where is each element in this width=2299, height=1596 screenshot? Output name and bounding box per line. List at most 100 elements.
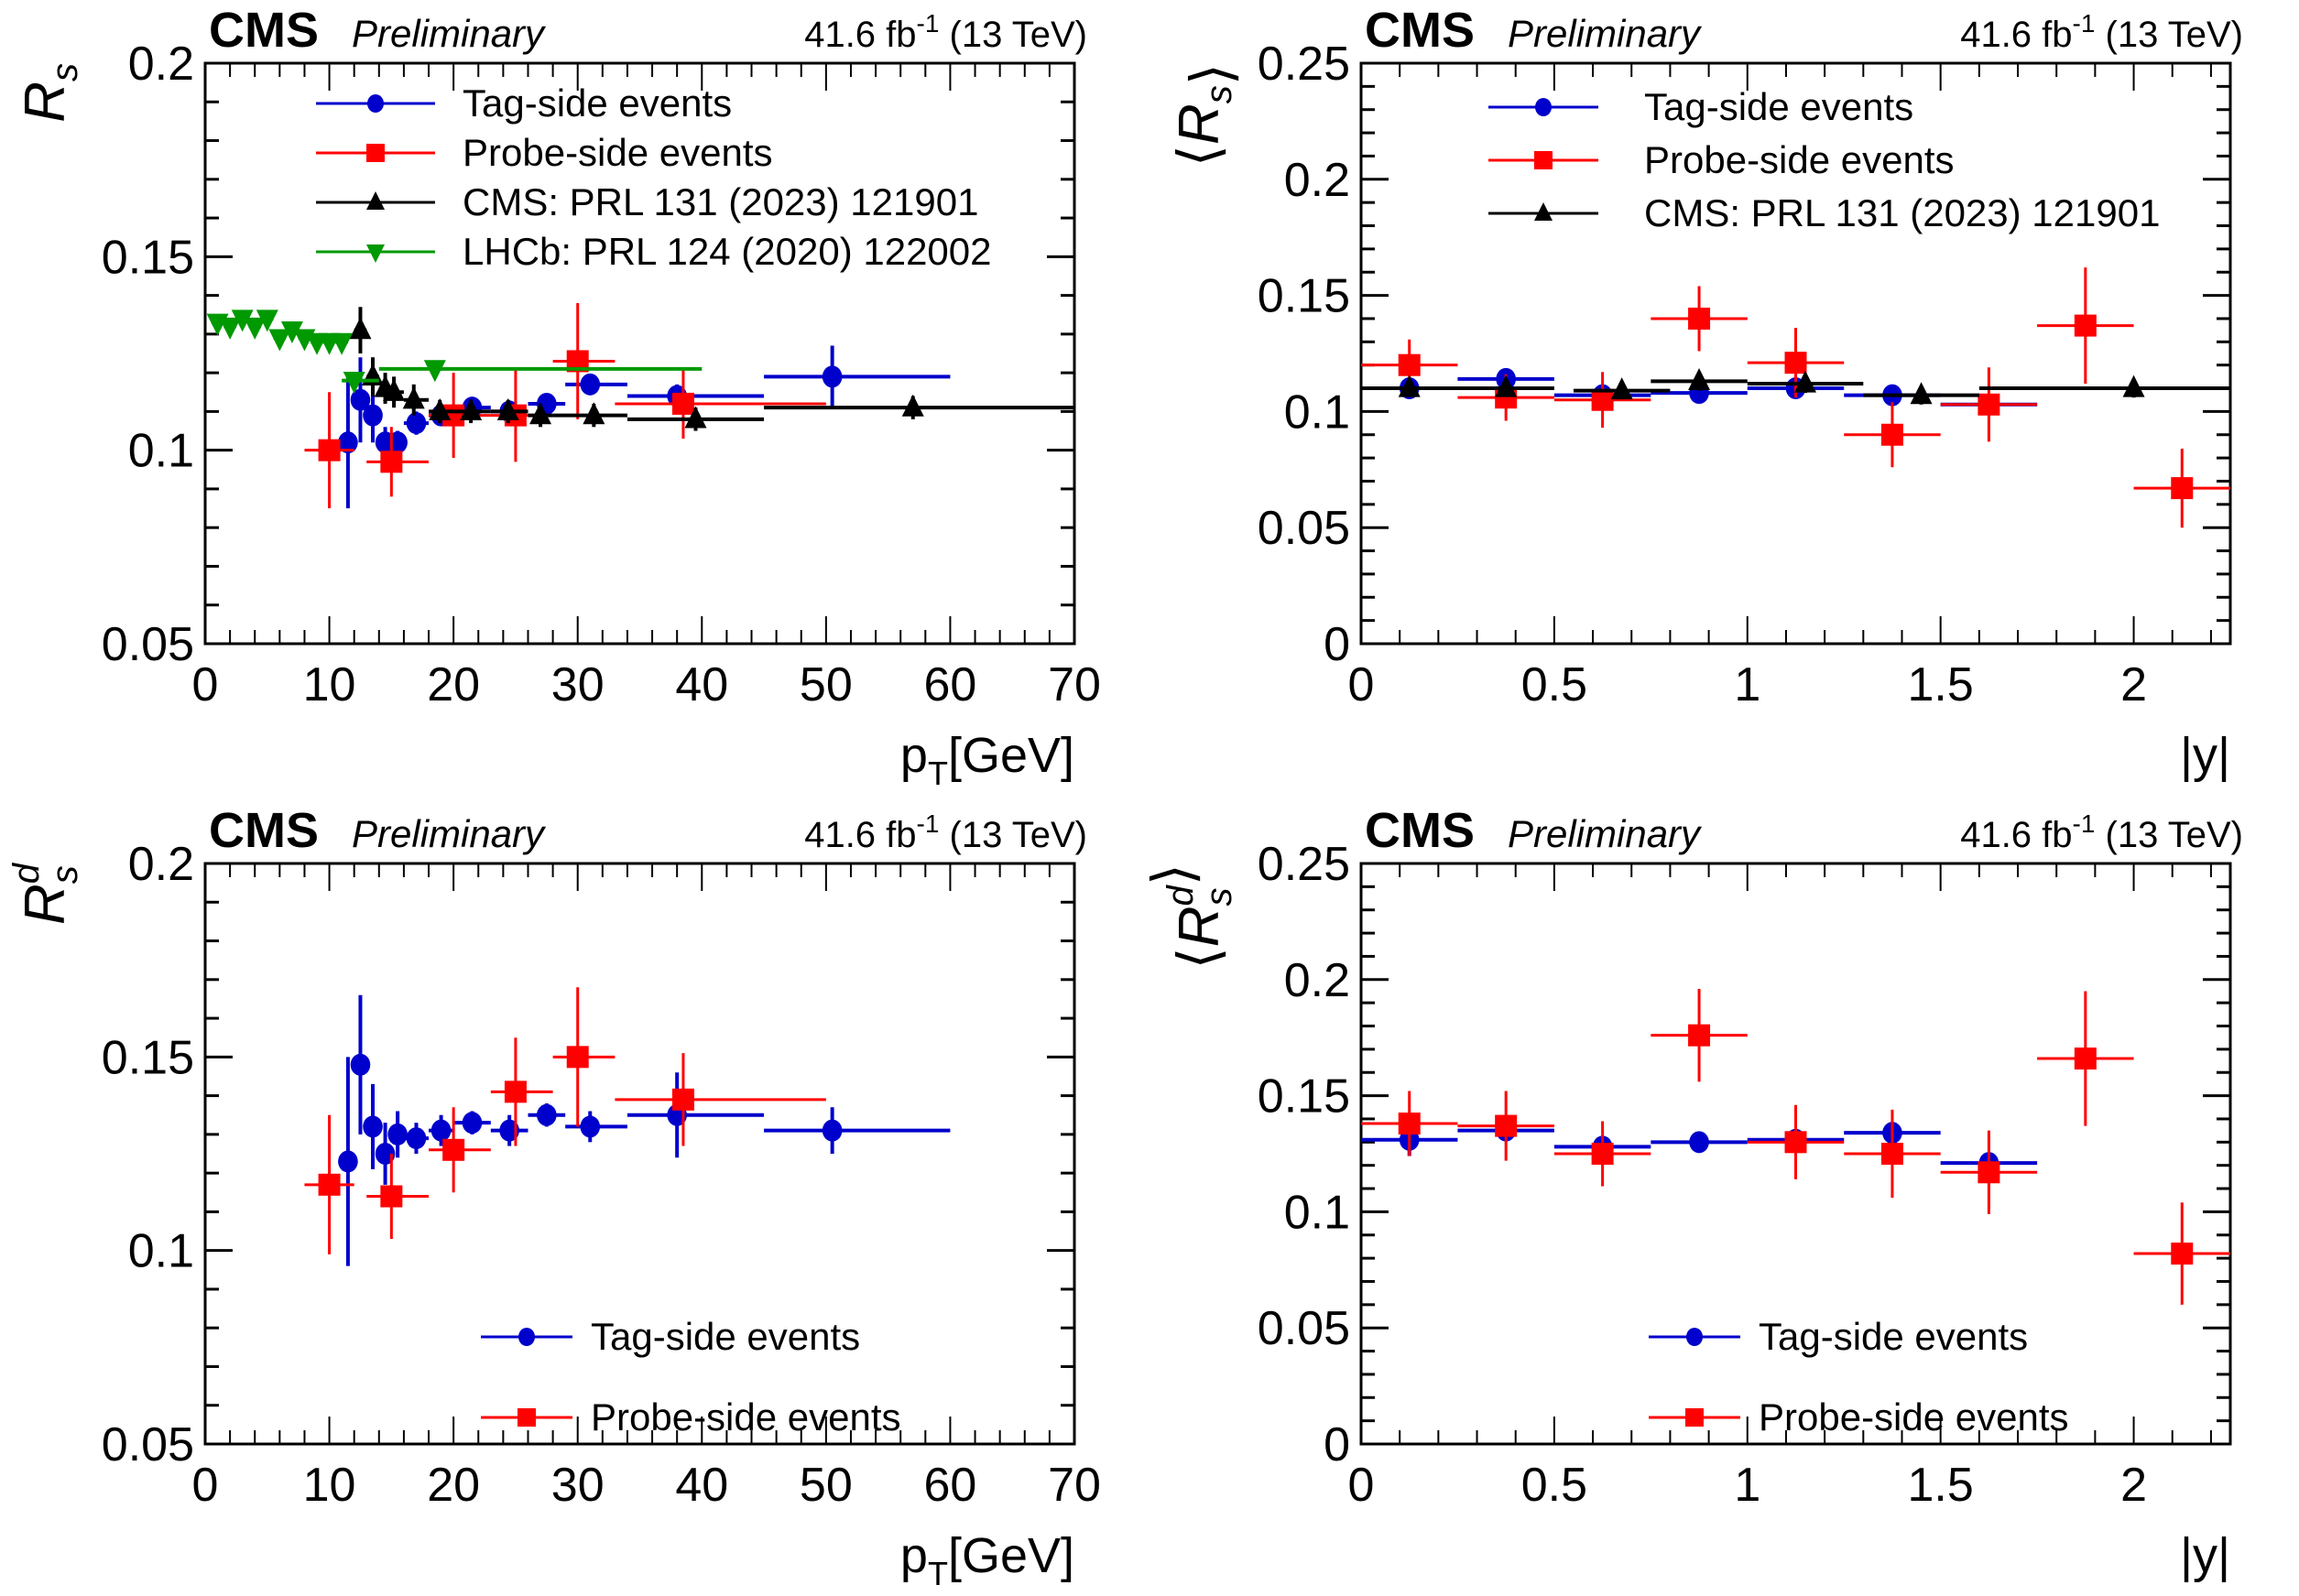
data-marker [1398, 353, 1421, 376]
x-tick-label: 0.5 [1521, 658, 1587, 711]
data-point [378, 360, 703, 383]
data-point [350, 357, 371, 443]
y-tick-label: 0.05 [1258, 1302, 1350, 1355]
data-marker [1591, 1143, 1614, 1165]
data-point [764, 345, 951, 408]
data-marker [383, 378, 406, 401]
data-point [1940, 1130, 2038, 1214]
x-tick-label: 1 [1734, 1459, 1760, 1512]
experiment-label: CMS [1365, 3, 1475, 58]
status-label: Preliminary [352, 12, 547, 55]
data-point [1747, 328, 1845, 398]
x-tick-label: 60 [924, 1459, 977, 1512]
data-point [256, 309, 278, 332]
legend-marker [366, 144, 385, 162]
x-tick-label: 1 [1734, 658, 1760, 711]
data-marker [566, 1046, 589, 1069]
data-point [552, 987, 616, 1127]
data-marker [402, 386, 425, 409]
y-tick-label: 0.15 [102, 231, 194, 284]
data-point [363, 388, 383, 443]
y-tick-label: 0.05 [1258, 502, 1350, 555]
x-tick-label: 50 [800, 1459, 853, 1512]
data-point [1553, 1121, 1651, 1187]
data-point [268, 329, 291, 352]
legend-marker [367, 94, 384, 113]
data-marker [2171, 477, 2194, 500]
data-marker [338, 431, 358, 454]
data-marker [1794, 370, 1817, 393]
data-point [429, 1107, 491, 1193]
legend-label: Tag-side events [1759, 1315, 2028, 1358]
data-marker [580, 1115, 601, 1138]
data-point [304, 1114, 354, 1254]
legend: Tag-side events Probe-side events CMS: PRL… [316, 81, 992, 273]
y-axis-title: Rsd [6, 862, 85, 925]
data-point [1747, 1104, 1845, 1179]
data-point [1361, 1091, 1458, 1156]
data-point [528, 392, 566, 415]
data-marker [268, 329, 291, 352]
data-point [1844, 1109, 1941, 1199]
legend-label: Probe-side events [463, 131, 773, 174]
legend-entry: CMS: PRL 131 (2023) 121901 [316, 180, 978, 223]
data-marker [504, 1080, 527, 1103]
legend-marker [1534, 202, 1553, 221]
data-marker [244, 317, 267, 340]
status-label: Preliminary [1508, 812, 1703, 855]
data-point [1361, 375, 1458, 397]
legend-label: Tag-side events [1644, 85, 1913, 128]
y-tick-label: 0.15 [102, 1031, 194, 1084]
data-marker [1688, 368, 1711, 391]
x-tick-label: 30 [551, 1459, 605, 1512]
y-tick-label: 0.1 [1284, 1186, 1350, 1239]
data-point [627, 1072, 765, 1158]
legend-label: CMS: PRL 131 (2023) 121901 [1644, 191, 2160, 234]
status-label: Preliminary [1508, 12, 1703, 55]
data-marker [429, 398, 452, 420]
data-marker [1688, 307, 1711, 330]
data-point [627, 406, 765, 431]
legend-entry: Probe-side events [316, 131, 773, 174]
data-point [2037, 991, 2134, 1126]
data-point [2037, 267, 2134, 384]
data-point [565, 1111, 627, 1143]
status-label: Preliminary [352, 812, 547, 855]
data-point [429, 1114, 454, 1146]
data-marker [231, 309, 254, 332]
data-marker [1880, 1143, 1903, 1165]
data-point [1863, 382, 1979, 405]
data-point [1747, 370, 1864, 394]
x-tick-label: 20 [427, 658, 480, 711]
data-point [490, 398, 528, 424]
data-marker [406, 1127, 427, 1150]
legend-label: Tag-side events [463, 81, 732, 125]
experiment-label: CMS [209, 3, 319, 58]
y-tick-label: 0.1 [1284, 385, 1350, 439]
data-point [366, 1154, 430, 1239]
data-marker [349, 317, 372, 340]
legend-marker [1534, 151, 1553, 169]
y-tick-label: 0.2 [128, 838, 194, 891]
data-marker [1978, 1161, 2000, 1184]
data-marker [537, 1103, 557, 1126]
data-marker [363, 404, 383, 427]
x-tick-label: 10 [303, 658, 356, 711]
y-tick-label: 0.1 [128, 1225, 194, 1278]
x-axis-title: |y| [2180, 728, 2230, 783]
x-tick-label: 0 [192, 658, 219, 711]
series-probe-side-events [304, 303, 826, 509]
panel-rs-vs-pt: CMS Preliminary 41.6 fb-1 (13 TeV) 0 10 20 30 4… [14, 3, 1101, 792]
plot-frame [203, 862, 1076, 1446]
legend-label: Probe-side events [1759, 1395, 2069, 1439]
data-point [331, 332, 354, 355]
y-tick-label: 0.05 [102, 618, 194, 671]
legend-entry: Probe-side events [1649, 1395, 2069, 1439]
x-tick-label: 1.5 [1908, 658, 1974, 711]
plot-frame [203, 61, 1076, 646]
y-tick-label: 0.1 [128, 425, 194, 478]
x-tick-label: 70 [1048, 658, 1101, 711]
x-tick-label: 40 [675, 658, 728, 711]
legend-marker [366, 244, 385, 263]
lumi-label: 41.6 fb-1 (13 TeV) [804, 9, 1087, 55]
